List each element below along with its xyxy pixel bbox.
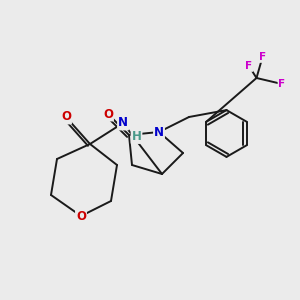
Text: H: H (132, 130, 141, 143)
Text: N: N (118, 116, 128, 130)
Text: F: F (278, 79, 286, 89)
Text: F: F (259, 52, 266, 62)
Text: O: O (103, 107, 113, 121)
Text: N: N (154, 125, 164, 139)
Text: F: F (245, 61, 253, 71)
Text: O: O (61, 110, 71, 124)
Text: O: O (76, 209, 86, 223)
